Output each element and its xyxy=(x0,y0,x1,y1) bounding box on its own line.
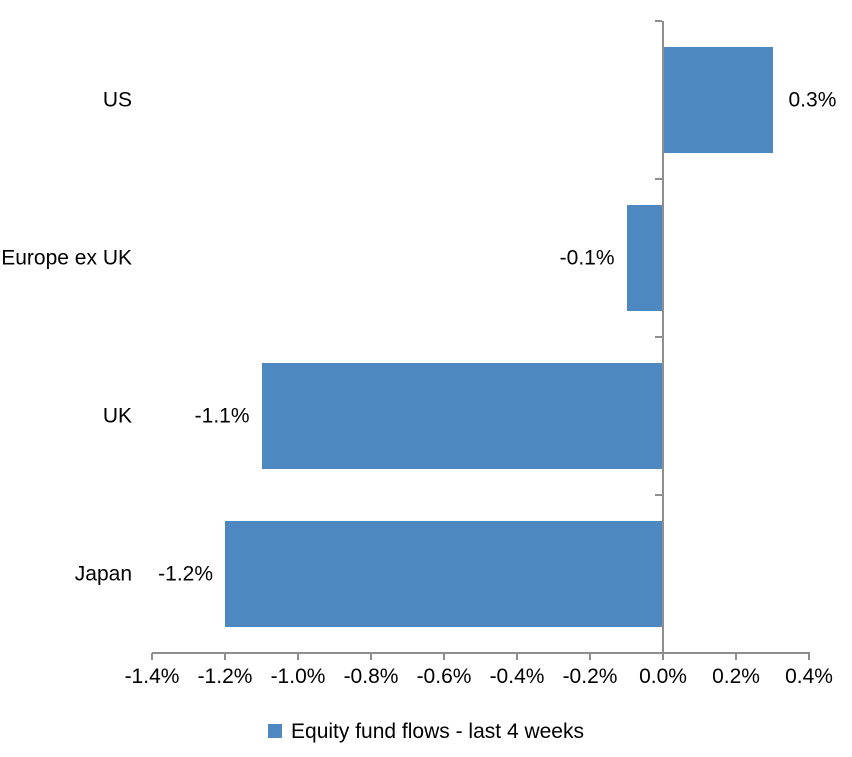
x-axis-tick xyxy=(735,653,737,660)
x-axis-tick-label: -0.4% xyxy=(489,665,545,688)
x-axis-tick xyxy=(808,653,810,660)
legend: Equity fund flows - last 4 weeks xyxy=(0,716,852,746)
data-label-japan: -1.2% xyxy=(158,562,213,586)
bar-japan xyxy=(225,521,663,627)
category-boundary-tick xyxy=(655,178,662,180)
category-label-us: US xyxy=(102,88,132,112)
x-axis-tick xyxy=(516,653,518,660)
legend-label: Equity fund flows - last 4 weeks xyxy=(291,719,584,743)
x-axis-tick-label: -0.2% xyxy=(562,665,618,688)
x-axis-tick xyxy=(662,653,664,660)
x-axis-tick-label: -1.2% xyxy=(197,665,253,688)
x-axis-tick-label: -1.0% xyxy=(270,665,326,688)
x-axis-tick-label: -0.6% xyxy=(416,665,472,688)
bar-europe-ex-uk xyxy=(626,205,663,311)
category-boundary-tick xyxy=(655,20,662,22)
category-boundary-tick xyxy=(655,652,662,654)
data-label-us: 0.3% xyxy=(788,88,837,112)
x-axis-tick xyxy=(589,653,591,660)
category-label-japan: Japan xyxy=(74,562,132,586)
x-axis-tick xyxy=(297,653,299,660)
x-axis-tick-label: 0.0% xyxy=(639,665,687,688)
bar-us xyxy=(663,47,773,153)
zero-axis-line xyxy=(662,21,664,660)
x-axis-tick-label: -1.4% xyxy=(124,665,180,688)
data-label-europe-ex-uk: -0.1% xyxy=(559,246,615,270)
x-axis-tick xyxy=(443,653,445,660)
x-axis-tick xyxy=(224,653,226,660)
bar-uk xyxy=(261,363,663,469)
category-boundary-tick xyxy=(655,494,662,496)
category-boundary-tick xyxy=(655,336,662,338)
x-axis-tick-label: 0.4% xyxy=(785,665,833,688)
x-axis-tick-label: -0.8% xyxy=(343,665,399,688)
category-label-uk: UK xyxy=(102,404,132,428)
x-axis-line xyxy=(152,652,810,654)
legend-color-swatch xyxy=(268,724,283,738)
category-label-europe-ex-uk: Europe ex UK xyxy=(1,246,132,270)
data-label-uk: -1.1% xyxy=(194,404,250,428)
x-axis-tick xyxy=(370,653,372,660)
x-axis-tick-label: 0.2% xyxy=(712,665,760,688)
x-axis-tick xyxy=(151,653,153,660)
